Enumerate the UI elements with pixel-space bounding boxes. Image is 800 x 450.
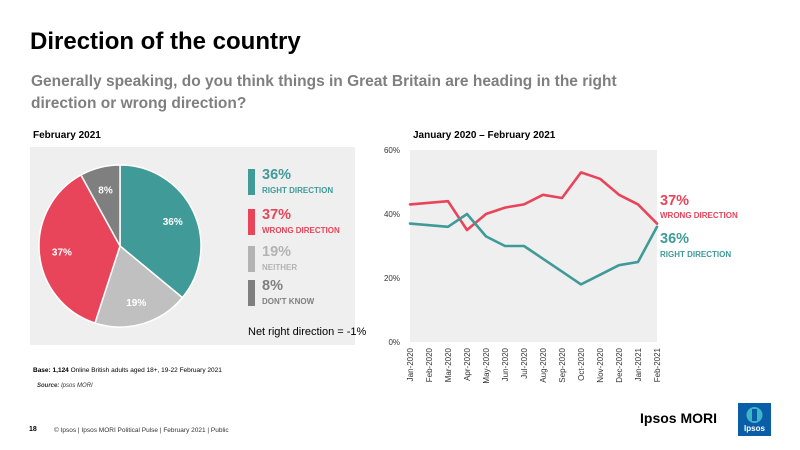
legend-label-right: RIGHT DIRECTION: [262, 186, 334, 195]
legend-pct-wrong: 37%: [262, 207, 292, 223]
source-label: Source:: [37, 383, 60, 389]
plot-area: [410, 150, 657, 342]
pie-slice-wrong-direction: [38, 173, 121, 324]
x-tick-label: Feb-2020: [425, 347, 434, 382]
line-end-wrong-pct: 37%: [660, 193, 690, 209]
y-tick-label: 60%: [384, 146, 400, 155]
x-tick-label: Oct-2020: [577, 347, 586, 380]
base-note: Base: 1,124 Online British adults aged 1…: [33, 367, 222, 374]
line-chart-heading: January 2020 – February 2021: [413, 130, 556, 141]
x-tick-label: Mar-2020: [444, 347, 453, 382]
legend-pct-dont-know: 8%: [262, 278, 283, 294]
x-tick-label: Jan-2020: [406, 347, 415, 381]
line-end-wrong-label: WRONG DIRECTION: [660, 211, 738, 220]
legend-label-neither: NEITHER: [262, 263, 298, 272]
ipsos-logo-icon: Ipsos: [738, 403, 771, 436]
base-label: Base:: [33, 367, 51, 374]
brand-name: Ipsos MORI: [640, 410, 718, 426]
y-tick-label: 40%: [384, 210, 400, 219]
net-right-direction: Net right direction = -1%: [248, 326, 367, 338]
pie-slice-right-direction: [119, 164, 202, 299]
source-text: Ipsos MORI: [61, 383, 93, 389]
legend-label-dont-know: DON'T KNOW: [262, 297, 315, 306]
x-tick-label: Jun-2020: [501, 347, 510, 381]
legend-pct-neither: 19%: [262, 244, 292, 260]
logo-text: Ipsos: [744, 424, 765, 433]
pie-slice-label: 8%: [98, 186, 113, 197]
pie-chart: 36% 19% 37% 8%: [38, 164, 202, 328]
x-tick-label: May-2020: [482, 347, 491, 383]
pie-chart-panel: 36% 19% 37% 8% 36% RIGHT DIRECTION 37% WRON…: [30, 147, 366, 345]
x-tick-label: Jan-2021: [634, 347, 643, 381]
logo-mark-icon: [746, 407, 763, 423]
x-tick-label: Dec-2020: [615, 347, 624, 382]
line-end-right-pct: 36%: [660, 231, 690, 247]
pie-slice-neither: [94, 244, 184, 328]
series-line-right-direction: [408, 212, 659, 286]
y-tick-label: 20%: [384, 274, 400, 283]
survey-question: Generally speaking, do you think things …: [31, 73, 617, 112]
x-tick-label: Apr-2020: [463, 347, 472, 380]
footer-text: © Ipsos | Ipsos MORI Political Pulse | F…: [54, 427, 229, 434]
line-end-right-label: RIGHT DIRECTION: [660, 250, 732, 259]
x-tick-label: Jul-2020: [520, 347, 529, 378]
pie-slice-don-t-know: [79, 164, 121, 247]
legend-swatch-dont-know: [248, 280, 255, 306]
pie-slice-label: 36%: [163, 217, 183, 228]
source-note: Source: Ipsos MORI: [37, 383, 93, 389]
page-title: Direction of the country: [30, 28, 301, 55]
base-text: Online British adults aged 18+, 19-22 Fe…: [70, 367, 222, 374]
x-tick-label: Aug-2020: [539, 347, 548, 382]
x-tick-label: Nov-2020: [596, 347, 605, 382]
y-tick-label: 0%: [388, 338, 400, 347]
pie-slice-label: 19%: [126, 298, 146, 309]
line-chart: 0% 20% 40% 60% Jan-2020 Feb-2020 Mar-2020 Apr-2…: [384, 146, 660, 384]
legend-label-wrong: WRONG DIRECTION: [262, 226, 340, 235]
x-tick-label: Sep-2020: [558, 347, 567, 382]
base-count: 1,124: [52, 367, 69, 374]
page-number: 18: [29, 426, 37, 433]
legend-pct-right: 36%: [262, 167, 292, 183]
legend-swatch-neither: [248, 246, 255, 272]
legend-swatch-right: [248, 169, 255, 195]
legend-swatch-wrong: [248, 209, 255, 235]
series-line-wrong-direction: [408, 171, 659, 232]
x-tick-label: Feb-2021: [653, 347, 660, 382]
pie-slice-label: 37%: [52, 247, 72, 258]
pie-chart-heading: February 2021: [33, 130, 101, 141]
